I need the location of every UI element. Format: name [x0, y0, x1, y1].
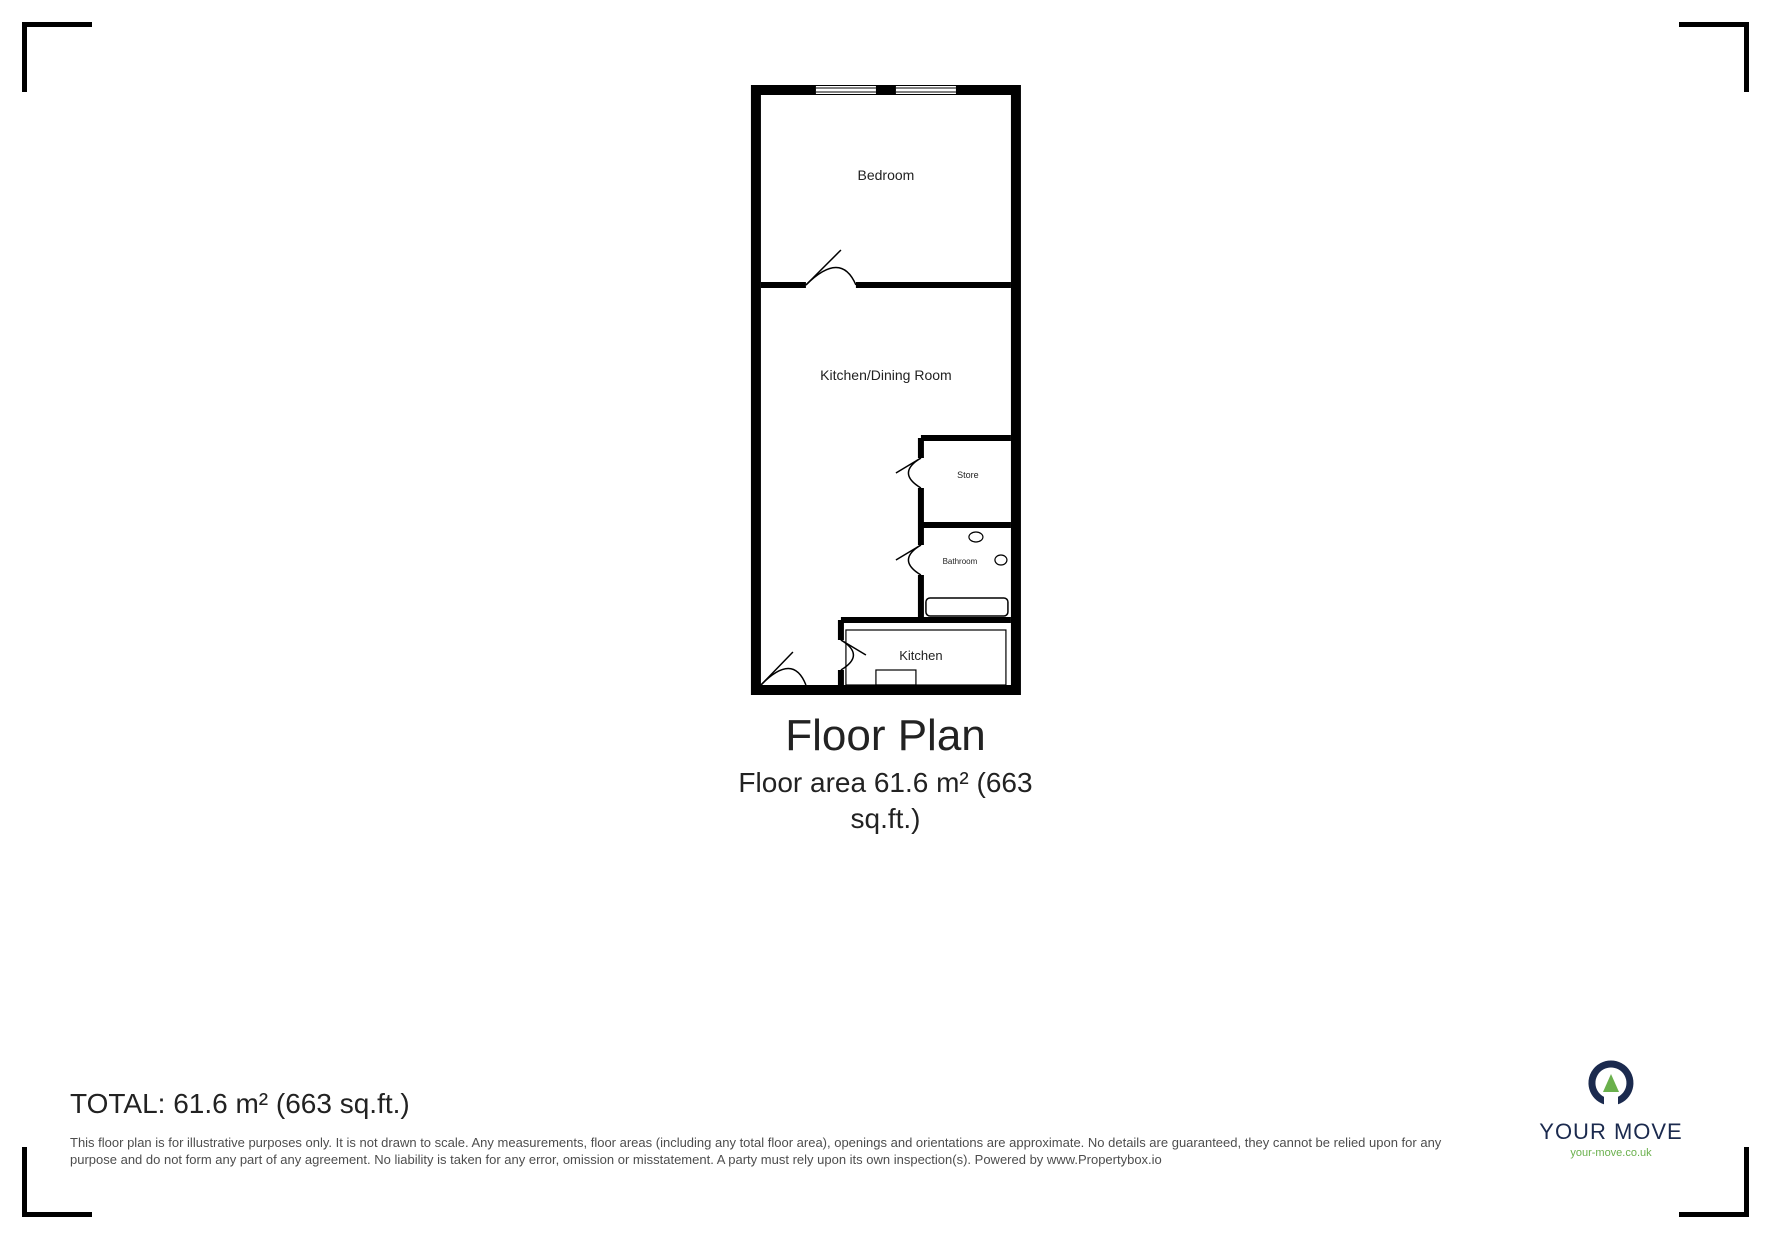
brand-logo-text: YOUR MOVE	[1521, 1119, 1701, 1145]
crop-mark-tl	[22, 22, 92, 92]
floor-plan-area-line1: Floor area 61.6 m² (663	[738, 767, 1032, 798]
svg-text:Kitchen/Dining Room: Kitchen/Dining Room	[820, 367, 952, 383]
svg-text:Store: Store	[957, 470, 979, 480]
floor-plan-area-line2: sq.ft.)	[850, 803, 920, 834]
floor-plan-area: Floor area 61.6 m² (663 sq.ft.)	[738, 765, 1032, 838]
floor-plan-svg: Bedroom Kitchen/Dining Room Store Bathroom K…	[745, 80, 1025, 700]
disclaimer-text: This floor plan is for illustrative purp…	[70, 1134, 1471, 1169]
svg-text:Bedroom: Bedroom	[857, 167, 914, 183]
footer: TOTAL: 61.6 m² (663 sq.ft.) This floor p…	[70, 1088, 1471, 1169]
brand-logo-url: your-move.co.uk	[1521, 1147, 1701, 1159]
floor-plan-block: Bedroom Kitchen/Dining Room Store Bathroom K…	[738, 80, 1032, 838]
total-area: TOTAL: 61.6 m² (663 sq.ft.)	[70, 1088, 1471, 1120]
svg-text:Bathroom: Bathroom	[942, 557, 977, 566]
crop-mark-tr	[1679, 22, 1749, 92]
svg-text:Kitchen: Kitchen	[899, 648, 942, 663]
brand-logo: YOUR MOVE your-move.co.uk	[1521, 1058, 1701, 1159]
brand-logo-icon	[1586, 1058, 1636, 1108]
floor-plan-title: Floor Plan	[738, 711, 1032, 761]
